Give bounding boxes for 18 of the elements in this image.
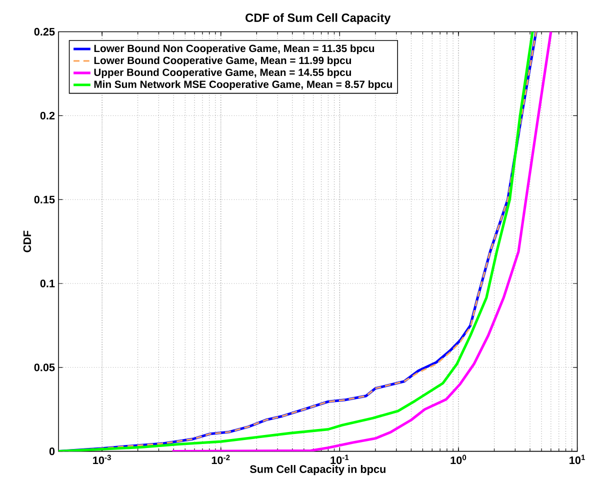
x-tick-label: 10$^{-1}$ <box>330 454 349 464</box>
x-tick-label: 10$^{0}$ <box>450 454 466 464</box>
legend-label: Min Sum Network MSE Cooperative Game, Mean = 8.57 bpcu <box>94 80 392 90</box>
x-tick-label: 10$^{-3}$ <box>93 454 111 464</box>
x-tick-label: 10$^{-2}$ <box>212 454 230 464</box>
x-tick-label: 10$^{1}$ <box>570 454 585 464</box>
legend-label: Lower Bound Cooperative Game, Mean = 11.99 bpcu <box>94 56 352 66</box>
y-tick-label: 0 <box>49 447 55 456</box>
x-axis-title: Sum Cell Capacity in bpcu <box>250 465 386 476</box>
y-tick-label: 0.25 <box>34 28 55 36</box>
y-tick-label: 0.1 <box>40 280 55 288</box>
chart-title: CDF of Sum Cell Capacity <box>246 13 391 24</box>
y-tick-label: 0.05 <box>34 364 55 372</box>
y-axis-title: CDF <box>23 230 32 252</box>
legend-label: Lower Bound Non Cooperative Game, Mean = 11.35 bpcu <box>94 44 374 54</box>
legend-label: Upper Bound Cooperative Game, Mean = 14.55 bpcu <box>94 68 352 78</box>
y-tick-label: 0.15 <box>34 196 55 204</box>
y-tick-label: 0.2 <box>40 112 55 120</box>
